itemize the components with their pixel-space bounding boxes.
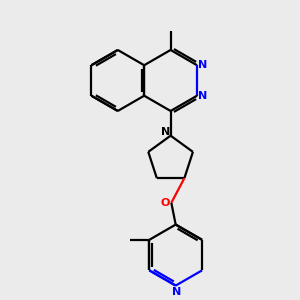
Text: N: N [198, 91, 207, 101]
Text: N: N [161, 127, 170, 137]
Text: N: N [198, 60, 207, 70]
Text: N: N [172, 287, 181, 297]
Text: O: O [161, 198, 170, 208]
